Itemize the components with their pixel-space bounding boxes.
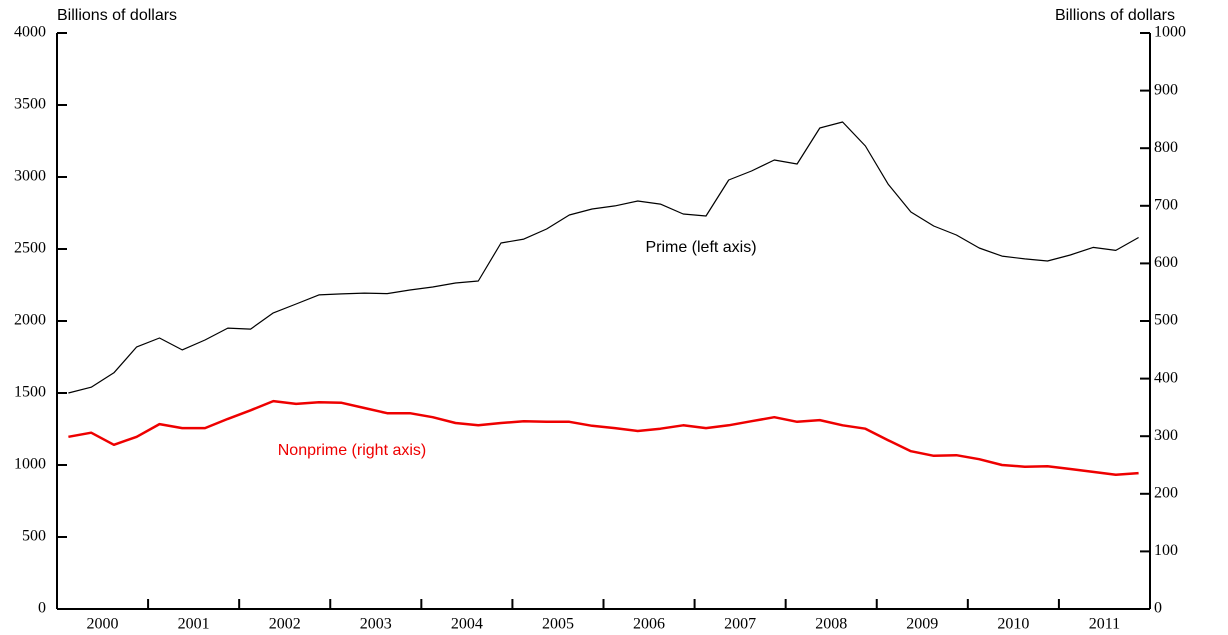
nonprime-annotation: Nonprime (right axis) bbox=[278, 442, 426, 459]
y-axis-title: Billions of dollars bbox=[57, 7, 177, 24]
y-tick-label: 2000 bbox=[14, 312, 46, 329]
y2-tick-label: 0 bbox=[1154, 600, 1162, 617]
y2-tick-label: 900 bbox=[1154, 81, 1178, 98]
y2-axis-title: Billions of dollars bbox=[1055, 7, 1175, 24]
x-tick-label: 2005 bbox=[542, 616, 574, 633]
x-tick-label: 2009 bbox=[906, 616, 938, 633]
y-tick-label: 3000 bbox=[14, 168, 46, 185]
x-tick-label: 2003 bbox=[360, 616, 392, 633]
y2-tick-label: 500 bbox=[1154, 312, 1178, 329]
y2-tick-label: 400 bbox=[1154, 369, 1178, 386]
y-tick-label: 1000 bbox=[14, 456, 46, 473]
y-tick-label: 2500 bbox=[14, 240, 46, 257]
x-tick-label: 2000 bbox=[87, 616, 119, 633]
x-tick-label: 2004 bbox=[451, 616, 483, 633]
y2-tick-label: 100 bbox=[1154, 542, 1178, 559]
x-tick-label: 2008 bbox=[815, 616, 847, 633]
y-tick-label: 0 bbox=[38, 600, 46, 617]
y2-tick-label: 200 bbox=[1154, 484, 1178, 501]
y2-tick-label: 700 bbox=[1154, 196, 1178, 213]
y2-tick-label: 800 bbox=[1154, 139, 1178, 156]
prime-annotation: Prime (left axis) bbox=[645, 239, 756, 256]
x-tick-label: 2010 bbox=[997, 616, 1029, 633]
y2-tick-label: 1000 bbox=[1154, 24, 1186, 41]
y2-tick-label: 300 bbox=[1154, 427, 1178, 444]
x-tick-label: 2002 bbox=[269, 616, 301, 633]
y2-tick-label: 600 bbox=[1154, 254, 1178, 271]
x-tick-label: 2001 bbox=[178, 616, 210, 633]
y-tick-label: 3500 bbox=[14, 96, 46, 113]
y-tick-label: 1500 bbox=[14, 384, 46, 401]
x-tick-label: 2007 bbox=[724, 616, 756, 633]
y-tick-label: 500 bbox=[22, 528, 46, 545]
line-nonprime bbox=[68, 399, 1139, 477]
x-tick-label: 2006 bbox=[633, 616, 665, 633]
line-prime bbox=[68, 121, 1139, 394]
y-tick-label: 4000 bbox=[14, 24, 46, 41]
x-tick-label: 2011 bbox=[1089, 616, 1120, 633]
